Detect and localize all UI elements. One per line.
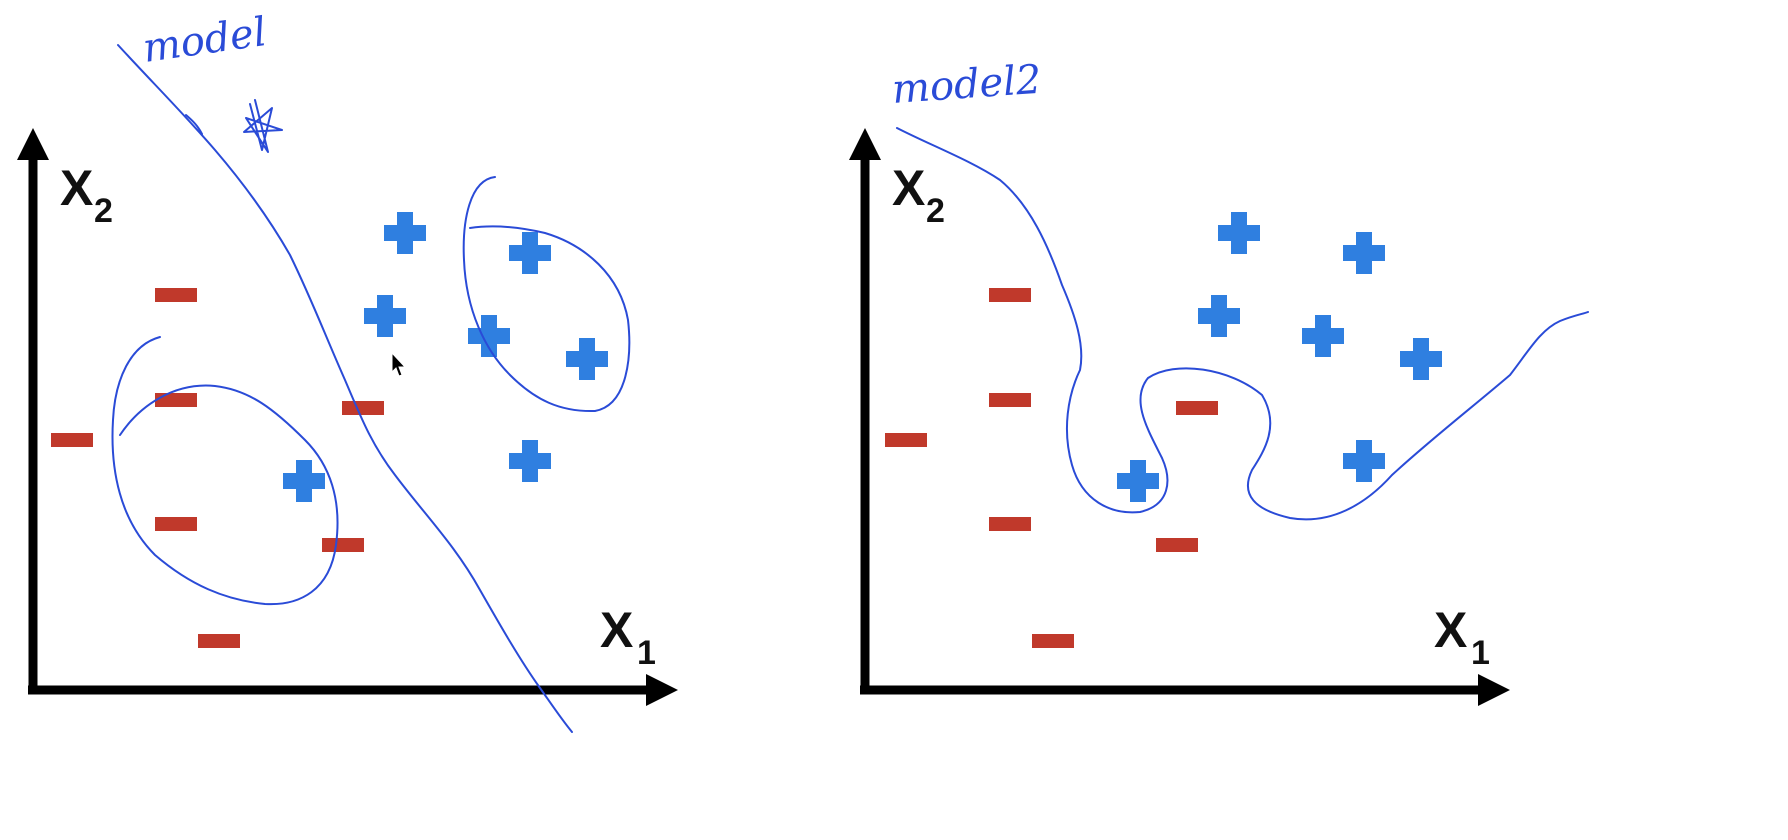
left-x-axis-label: X bbox=[600, 602, 633, 658]
left-y-axis-subscript: 2 bbox=[94, 192, 113, 230]
left-model-annotation: model bbox=[140, 9, 269, 72]
minus-marker bbox=[322, 538, 364, 552]
plus-marker bbox=[1218, 212, 1260, 254]
star-icon bbox=[243, 99, 283, 153]
minus-marker bbox=[155, 393, 197, 407]
plus-marker bbox=[509, 232, 551, 274]
left-lower-circle bbox=[111, 336, 339, 606]
minus-marker bbox=[155, 288, 197, 302]
plus-marker-vertical bbox=[1356, 440, 1372, 482]
plus-marker bbox=[566, 338, 608, 380]
minus-marker bbox=[1032, 634, 1074, 648]
plus-marker bbox=[509, 440, 551, 482]
plus-marker-vertical bbox=[377, 295, 393, 337]
plus-marker-vertical bbox=[1413, 338, 1429, 380]
left-y-axis-label: X bbox=[60, 160, 93, 216]
minus-marker bbox=[885, 433, 927, 447]
plus-marker-vertical bbox=[1211, 295, 1227, 337]
plus-marker bbox=[1400, 338, 1442, 380]
left-axes bbox=[17, 128, 678, 706]
minus-marker bbox=[1176, 401, 1218, 415]
plus-marker-vertical bbox=[522, 440, 538, 482]
left-x-axis-subscript: 1 bbox=[637, 634, 656, 672]
left-decision-line-tick bbox=[185, 114, 203, 135]
minus-marker bbox=[989, 393, 1031, 407]
plus-marker bbox=[1343, 440, 1385, 482]
left-panel: X 2 X 1 model bbox=[17, 9, 678, 733]
right-data-points bbox=[885, 212, 1442, 648]
plus-marker bbox=[364, 295, 406, 337]
left-decision-line bbox=[117, 44, 573, 733]
right-x-axis-arrow bbox=[1478, 674, 1510, 706]
right-y-axis-arrow bbox=[849, 128, 881, 160]
right-model-annotation: model2 bbox=[890, 57, 1042, 113]
right-x-axis-label: X bbox=[1434, 602, 1467, 658]
left-x-axis-arrow bbox=[646, 674, 678, 706]
minus-marker bbox=[989, 517, 1031, 531]
plus-marker bbox=[468, 315, 510, 357]
right-axes bbox=[849, 128, 1510, 706]
plus-marker-vertical bbox=[1315, 315, 1331, 357]
plus-marker bbox=[283, 460, 325, 502]
left-upper-loop bbox=[462, 176, 631, 413]
minus-marker bbox=[155, 517, 197, 531]
minus-marker bbox=[1156, 538, 1198, 552]
left-data-points bbox=[51, 212, 608, 648]
plus-marker-vertical bbox=[481, 315, 497, 357]
right-y-axis-label: X bbox=[892, 160, 925, 216]
plus-marker-vertical bbox=[1130, 460, 1146, 502]
plus-marker bbox=[1343, 232, 1385, 274]
mouse-cursor-icon bbox=[391, 351, 407, 377]
plus-marker-vertical bbox=[296, 460, 312, 502]
minus-marker bbox=[198, 634, 240, 648]
plus-marker-vertical bbox=[397, 212, 413, 254]
right-panel: X 2 X 1 model2 bbox=[849, 57, 1589, 706]
right-x-axis-subscript: 1 bbox=[1471, 634, 1490, 672]
plus-marker-vertical bbox=[1356, 232, 1372, 274]
right-decision-boundary bbox=[896, 127, 1589, 521]
left-y-axis-arrow bbox=[17, 128, 49, 160]
plus-marker bbox=[1198, 295, 1240, 337]
plus-marker bbox=[1302, 315, 1344, 357]
minus-marker bbox=[342, 401, 384, 415]
plus-marker-vertical bbox=[522, 232, 538, 274]
right-y-axis-subscript: 2 bbox=[926, 192, 945, 230]
minus-marker bbox=[51, 433, 93, 447]
plus-marker bbox=[384, 212, 426, 254]
minus-marker bbox=[989, 288, 1031, 302]
plus-marker-vertical bbox=[1231, 212, 1247, 254]
plus-marker bbox=[1117, 460, 1159, 502]
plus-marker-vertical bbox=[579, 338, 595, 380]
